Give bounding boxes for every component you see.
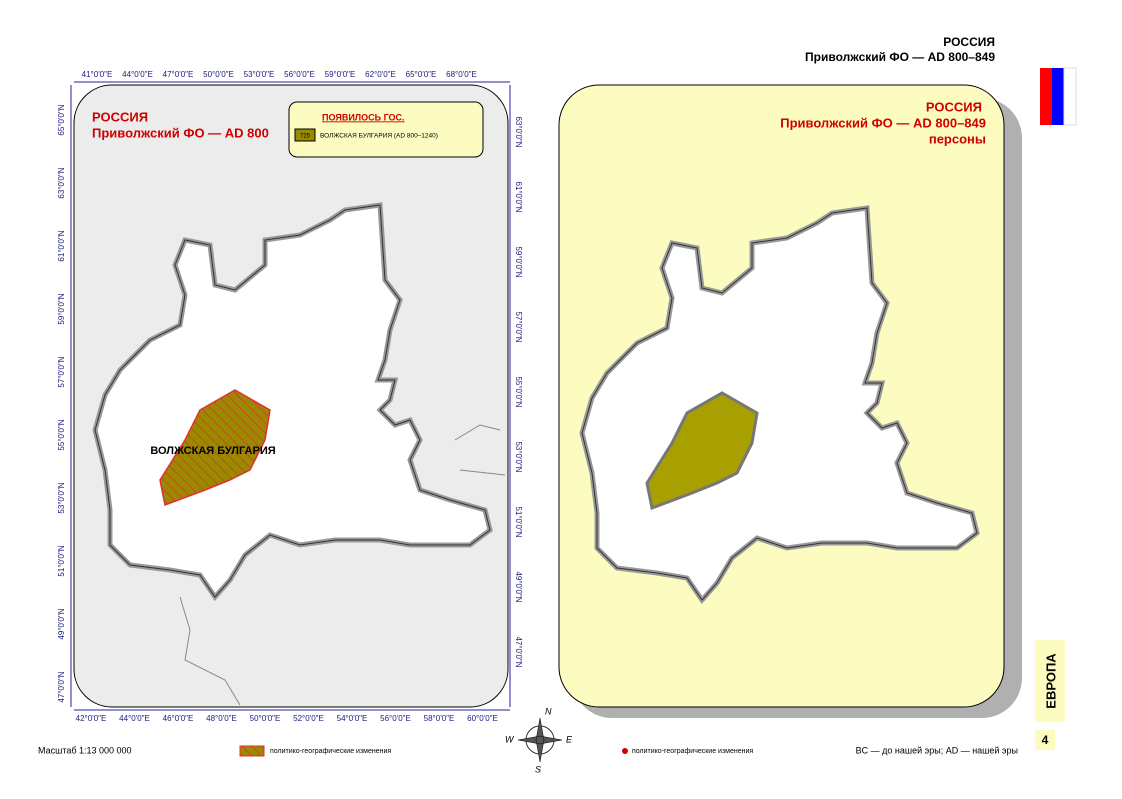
top-tick-label: 68°0'0"E xyxy=(446,70,477,79)
legend: ПОЯВИЛОСЬ ГОС. 725 ВОЛЖСКАЯ БУЛГАРИЯ (AD… xyxy=(288,101,484,158)
legend-entry: ВОЛЖСКАЯ БУЛГАРИЯ (AD 800–1240) xyxy=(320,133,438,140)
left-tick-label: 49°0'0"N xyxy=(57,608,66,639)
left-tick-label: 57°0'0"N xyxy=(57,356,66,387)
footer-legend-left: политико-географические изменения xyxy=(270,748,391,755)
right-tick-label: 51°0'0"N xyxy=(514,506,523,537)
left-subtitle: Приволжский ФО — AD 800 xyxy=(92,125,269,140)
top-tick-label: 62°0'0"E xyxy=(365,70,396,79)
left-tick-label: 51°0'0"N xyxy=(57,545,66,576)
footer-legend-right: политико-географические изменения xyxy=(632,748,753,755)
bottom-tick-label: 46°0'0"E xyxy=(163,714,194,723)
compass-n: N xyxy=(545,706,552,716)
compass-e: E xyxy=(566,734,573,744)
left-tick-label: 63°0'0"N xyxy=(57,167,66,198)
era-note: BC — до нашей эры; AD — нашей эры xyxy=(856,745,1018,755)
legend-dot xyxy=(622,748,628,754)
top-tick-label: 56°0'0"E xyxy=(284,70,315,79)
right-title: РОССИЯ xyxy=(926,99,982,114)
left-tick-label: 65°0'0"N xyxy=(57,104,66,135)
top-tick-label: 44°0'0"E xyxy=(122,70,153,79)
header-subtitle: Приволжский ФО — AD 800–849 xyxy=(805,50,995,64)
scale: Масштаб 1:13 000 000 xyxy=(38,745,132,755)
bottom-tick-label: 48°0'0"E xyxy=(206,714,237,723)
side-region: ЕВРОПА xyxy=(1043,653,1058,709)
region-label: ВОЛЖСКАЯ БУЛГАРИЯ xyxy=(150,445,275,457)
left-tick-label: 53°0'0"N xyxy=(57,482,66,513)
compass-s: S xyxy=(535,764,541,774)
top-tick-label: 53°0'0"E xyxy=(244,70,275,79)
right-tick-label: 49°0'0"N xyxy=(514,571,523,602)
legend-code: 725 xyxy=(300,134,311,140)
top-tick-label: 65°0'0"E xyxy=(406,70,437,79)
left-tick-label: 55°0'0"N xyxy=(57,419,66,450)
right-tick-label: 63°0'0"N xyxy=(514,116,523,147)
top-tick-label: 50°0'0"E xyxy=(203,70,234,79)
left-tick-label: 47°0'0"N xyxy=(57,671,66,702)
top-tick-label: 59°0'0"E xyxy=(325,70,356,79)
bottom-tick-label: 50°0'0"E xyxy=(250,714,281,723)
right-tick-label: 53°0'0"N xyxy=(514,441,523,472)
left-tick-label: 61°0'0"N xyxy=(57,230,66,261)
right-note: персоны xyxy=(929,131,986,146)
top-tick-label: 47°0'0"E xyxy=(163,70,194,79)
side-box xyxy=(1035,640,1065,722)
page-box xyxy=(1035,730,1055,750)
compass-w: W xyxy=(505,734,515,744)
right-tick-label: 47°0'0"N xyxy=(514,636,523,667)
legend-swatch xyxy=(239,745,265,757)
bottom-tick-label: 54°0'0"E xyxy=(337,714,368,723)
bottom-tick-label: 52°0'0"E xyxy=(293,714,324,723)
right-tick-label: 59°0'0"N xyxy=(514,246,523,277)
right-tick-label: 57°0'0"N xyxy=(514,311,523,342)
top-tick-label: 41°0'0"E xyxy=(82,70,113,79)
bottom-tick-label: 60°0'0"E xyxy=(467,714,498,723)
bottom-tick-label: 56°0'0"E xyxy=(380,714,411,723)
compass: N W E S xyxy=(505,706,573,774)
header-country: РОССИЯ xyxy=(943,35,995,49)
bottom-tick-label: 42°0'0"E xyxy=(76,714,107,723)
page-number: 4 xyxy=(1042,733,1049,747)
flag xyxy=(1040,67,1077,126)
bottom-tick-label: 58°0'0"E xyxy=(424,714,455,723)
neighbor-borders xyxy=(179,424,506,706)
bottom-tick-label: 44°0'0"E xyxy=(119,714,150,723)
legend-heading: ПОЯВИЛОСЬ ГОС. xyxy=(322,112,405,122)
right-subtitle: Приволжский ФО — AD 800–849 xyxy=(780,115,986,130)
right-tick-label: 55°0'0"N xyxy=(514,376,523,407)
left-title: РОССИЯ xyxy=(92,109,148,124)
right-tick-label: 61°0'0"N xyxy=(514,181,523,212)
left-tick-label: 59°0'0"N xyxy=(57,293,66,324)
